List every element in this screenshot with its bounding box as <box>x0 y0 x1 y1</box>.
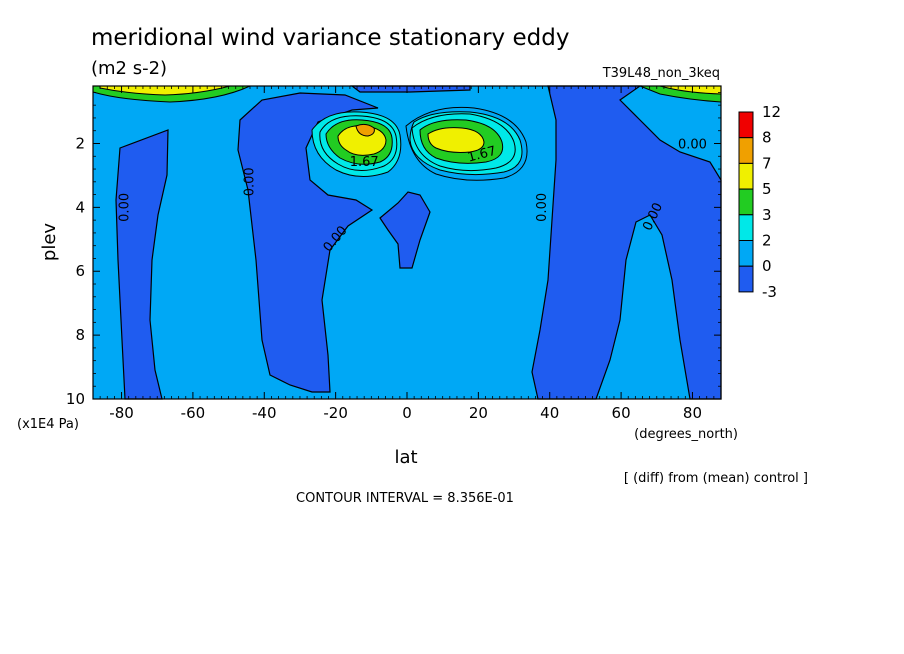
neg-region-north <box>531 85 722 400</box>
x-tick-label: -80 <box>109 404 134 422</box>
x-tick-label: 60 <box>612 404 631 422</box>
neg-region-south-mid <box>237 92 379 393</box>
y-tick-label: 2 <box>75 134 85 152</box>
colorbar-level-label: 7 <box>762 154 772 172</box>
y-tick-label: 4 <box>75 198 85 216</box>
colorbar-swatch <box>738 188 754 216</box>
x-tick-label: 20 <box>469 404 488 422</box>
north-max-l5 <box>427 127 485 153</box>
x-axis-label: lat <box>394 447 417 468</box>
colorbar-level-label: 2 <box>762 232 772 250</box>
chart-title: meridional wind variance stationary eddy <box>91 25 569 51</box>
north-max-ring2 <box>405 106 528 181</box>
south-max-ring1 <box>319 115 398 171</box>
diff-note: [ (diff) from (mean) control ] <box>624 471 808 486</box>
x-tick-label: -20 <box>323 404 348 422</box>
contour-interval: CONTOUR INTERVAL = 8.356E-01 <box>296 491 514 506</box>
contour-label: 0.00 <box>243 167 258 196</box>
top-left-inner <box>99 85 231 96</box>
x-axis-units: (degrees_north) <box>634 427 738 442</box>
x-tick-label: -60 <box>181 404 206 422</box>
x-tick-label: 0 <box>402 404 412 422</box>
neg-region-equatorial-tongue <box>379 191 431 269</box>
colorbar-level-label: 0 <box>762 257 772 275</box>
negative-regions <box>115 85 722 400</box>
contour-label: 0.00 <box>678 138 707 153</box>
colorbar-level-label: 12 <box>762 103 781 121</box>
colorbar-swatch <box>738 265 754 293</box>
colorbar-level-label: 3 <box>762 206 772 224</box>
north-max-ring1 <box>411 113 516 172</box>
y-tick-label: 6 <box>75 262 85 280</box>
colorbar-level-label: -3 <box>762 283 777 301</box>
y-tick-label: 10 <box>66 390 85 408</box>
y-axis-label: plev <box>39 223 60 262</box>
colorbar-level-label: 5 <box>762 180 772 198</box>
colorbar-swatch <box>738 111 754 139</box>
y-tick-label: 8 <box>75 326 85 344</box>
plot-area: 0.000.000.000.00 0.000.001.67 1.67 -80 -60-… <box>66 85 722 422</box>
axis-ticks: -80 -60 -40 -20 0 20 40 60 80 2 4 6 8 10 <box>66 86 721 422</box>
contour-label: 1.67 <box>350 155 379 170</box>
north-max <box>405 106 528 181</box>
top-edge-features <box>92 85 722 103</box>
neg-region-upper-center <box>350 85 471 93</box>
south-max-l7 <box>355 123 375 137</box>
x-tick-label: 40 <box>540 404 559 422</box>
colorbar-swatch <box>738 162 754 190</box>
contour-label: 0.00 <box>535 193 550 222</box>
neg-region-south-band <box>115 129 169 400</box>
contour-label: 0.00 <box>118 193 133 222</box>
x-tick-label: -40 <box>252 404 277 422</box>
chart-units: (m2 s-2) <box>91 58 167 79</box>
run-name: T39L48_non_3keq <box>602 66 720 81</box>
contour-label: 1.67 <box>466 144 498 166</box>
colorbar: 12 8 7 5 3 2 0 -3 <box>738 103 781 301</box>
colorbar-level-label: 8 <box>762 129 772 147</box>
colorbar-swatch <box>738 240 754 267</box>
colorbar-swatch <box>738 137 754 164</box>
y-axis-units: (x1E4 Pa) <box>17 417 79 432</box>
colorbar-swatch <box>738 214 754 242</box>
x-tick-label: 80 <box>683 404 702 422</box>
south-max <box>311 111 402 177</box>
